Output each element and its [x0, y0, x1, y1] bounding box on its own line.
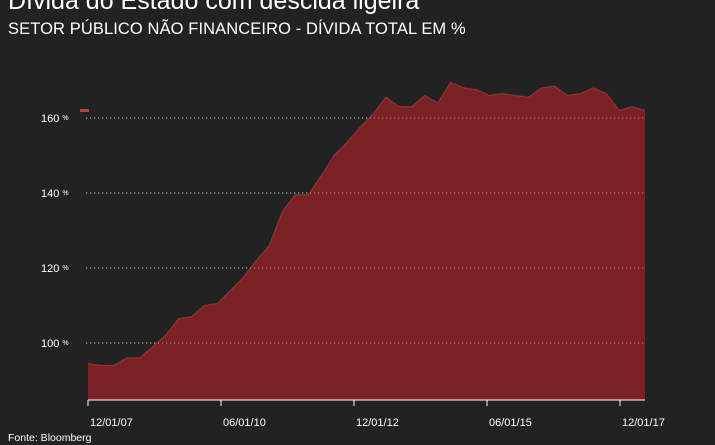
- x-tick-label-0: 12/01/07: [90, 417, 133, 429]
- x-tick-label-1: 06/01/10: [223, 417, 266, 429]
- y-tick-label-100: 100 %: [41, 338, 69, 350]
- y-tick-label-140: 140 %: [41, 188, 69, 200]
- y-tick-label-120: 120 %: [41, 263, 69, 275]
- x-tick-label-3: 06/01/15: [489, 417, 532, 429]
- x-tick-label-2: 12/01/12: [356, 417, 399, 429]
- y-tick-label-160: 160 %: [41, 113, 69, 125]
- x-axis: 12/01/07 06/01/10 12/01/12 06/01/15 12/01/17: [88, 400, 665, 429]
- x-tick-label-4: 12/01/17: [622, 417, 665, 429]
- marker-layer: [80, 109, 89, 112]
- series-area: [88, 82, 645, 400]
- last-value-marker: [80, 109, 89, 112]
- y-axis-labels: 100 % 120 % 140 % 160 %: [41, 113, 69, 350]
- area-layer: [86, 82, 645, 400]
- source-note: Fonte: Bloomberg: [8, 432, 91, 444]
